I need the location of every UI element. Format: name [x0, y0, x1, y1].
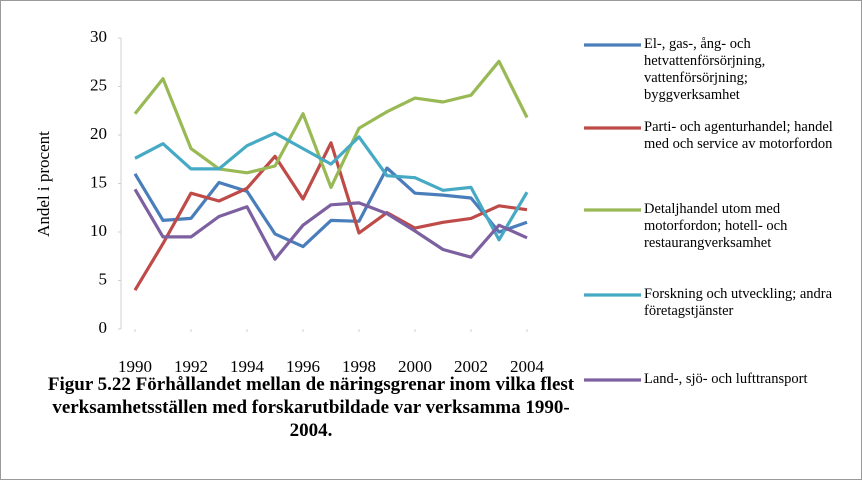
x-tick-label: 2002 — [454, 357, 488, 376]
y-tick-label: 10 — [90, 221, 107, 240]
x-tick-label: 1998 — [342, 357, 376, 376]
chart-title: Figur 5.22 Förhållandet mellan de näring… — [47, 374, 575, 441]
x-tick-label: 1990 — [118, 357, 152, 376]
legend-label: Forskning och utveckling; andra företags… — [644, 286, 833, 319]
legend-label: Parti- och agenturhandel; handel med och… — [644, 119, 833, 152]
y-tick-label: 30 — [90, 27, 107, 46]
y-tick-label: 20 — [90, 124, 107, 143]
x-tick-label: 1996 — [286, 357, 320, 376]
y-tick-label: 5 — [99, 269, 108, 288]
series-line — [133, 166, 528, 249]
y-axis-label: Andel i procent — [34, 131, 53, 237]
x-tick-label: 2004 — [510, 357, 545, 376]
y-tick-label: 25 — [90, 75, 107, 94]
series-line — [133, 188, 528, 261]
x-tick-label: 2000 — [398, 357, 432, 376]
y-tick-label: 15 — [90, 172, 107, 191]
legend-label: El-, gas-, ång- och hetvattenförsörjning… — [644, 36, 766, 103]
legend-label: Detaljhandel utom med motorfordon; hotel… — [644, 201, 788, 251]
series-line — [134, 131, 529, 242]
y-tick-label: 0 — [99, 318, 108, 337]
x-tick-label: 1992 — [174, 357, 208, 376]
series-line — [133, 59, 529, 189]
series-line — [133, 141, 528, 292]
x-tick-label: 1994 — [230, 357, 265, 376]
legend-label: Land-, sjö- och lufttransport — [644, 371, 808, 387]
